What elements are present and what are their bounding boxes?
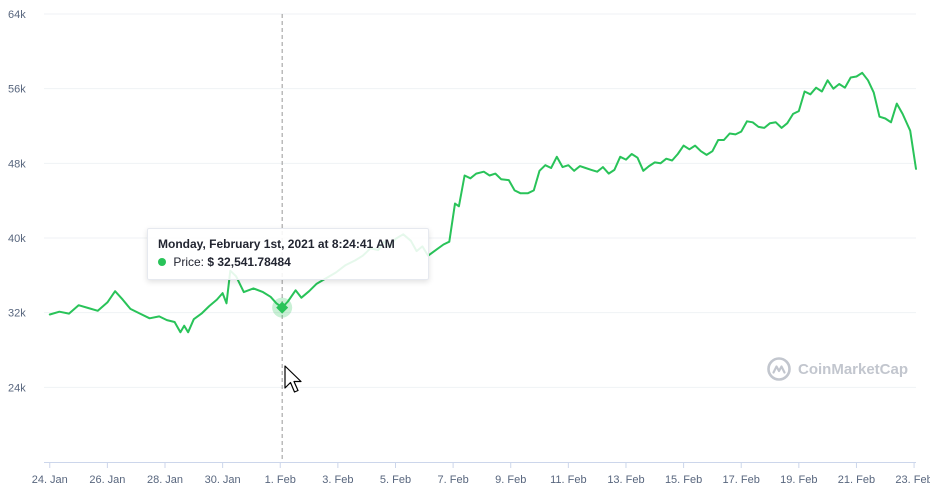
coinmarketcap-logo-icon <box>767 357 791 381</box>
watermark-text: CoinMarketCap <box>798 360 909 378</box>
x-tick-label: 3. Feb <box>322 474 353 486</box>
x-tick-label: 21. Feb <box>838 474 875 486</box>
y-tick-label: 32k <box>8 308 26 320</box>
x-tick-label: 11. Feb <box>550 474 587 486</box>
mouse-pointer-icon <box>284 365 302 393</box>
x-tick-label: 23. Feb <box>895 474 930 486</box>
price-line[interactable] <box>48 71 917 334</box>
price-series[interactable] <box>48 71 917 334</box>
x-tick-label: 19. Feb <box>780 474 817 486</box>
tooltip-date: Monday, February 1st, 2021 at 8:24:41 AM <box>158 237 395 251</box>
hover-point-marker <box>276 301 289 314</box>
x-tick-label: 28. Jan <box>147 474 183 486</box>
x-tick-label: 13. Feb <box>607 474 644 486</box>
x-tick-label: 17. Feb <box>723 474 760 486</box>
x-tick-label: 7. Feb <box>438 474 469 486</box>
y-tick-label: 56k <box>8 84 26 96</box>
axes: 24k 32k 40k 48k 56k 64k 24. Jan 26. Jan 28. Jan 3… <box>8 9 930 486</box>
hover-marker-group <box>272 297 293 318</box>
x-tick-label: 26. Jan <box>89 474 125 486</box>
y-tick-label: 24k <box>8 382 26 394</box>
series-dot-icon <box>158 258 166 266</box>
grid-lines <box>44 13 916 388</box>
x-tick-label: 15. Feb <box>665 474 702 486</box>
x-tick-label: 1. Feb <box>265 474 296 486</box>
tooltip-price-value: $ 32,541.78484 <box>207 255 291 269</box>
y-tick-label: 64k <box>8 9 26 21</box>
x-tick-label: 30. Jan <box>205 474 241 486</box>
y-tick-label: 48k <box>8 158 26 170</box>
tooltip-price-row: Price: $ 32,541.78484 <box>158 255 418 269</box>
tooltip-price-label: Price: <box>173 255 205 269</box>
x-tick-label: 9. Feb <box>495 474 526 486</box>
x-tick-label: 24. Jan <box>32 474 68 486</box>
coinmarketcap-watermark: CoinMarketCap <box>766 356 908 382</box>
x-tick-label: 5. Feb <box>380 474 411 486</box>
y-tick-label: 40k <box>8 233 26 245</box>
price-tooltip: Monday, February 1st, 2021 at 8:24:41 AM… <box>147 228 429 280</box>
